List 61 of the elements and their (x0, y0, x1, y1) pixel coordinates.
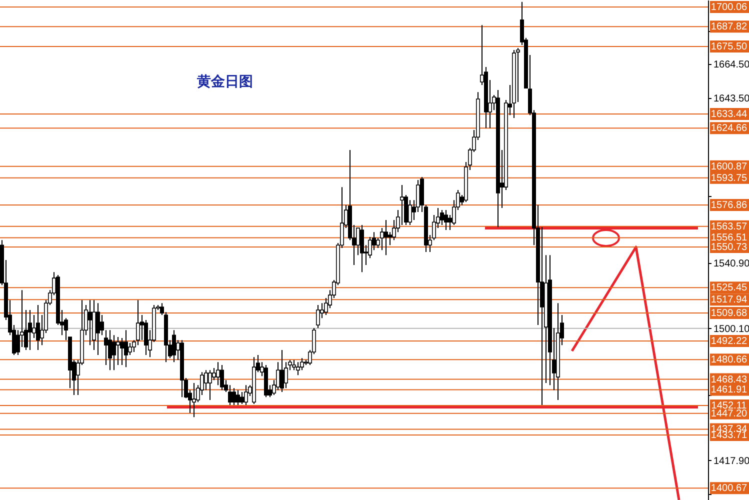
candlestick (444, 210, 448, 230)
candlestick (172, 330, 176, 363)
candlestick (316, 304, 320, 329)
candlestick (384, 220, 388, 256)
candlestick (116, 336, 120, 366)
candlestick (88, 300, 92, 346)
ref-line-label: 1509.68 (710, 308, 748, 319)
ref-line-label: 1576.86 (710, 200, 748, 211)
y-tick-label: 1643.50 (714, 93, 749, 104)
y-tick-label: 1500.10 (714, 324, 749, 335)
candlestick (208, 370, 212, 401)
candlestick (440, 210, 444, 226)
candlestick (128, 342, 132, 356)
y-tick-label: 1417.90 (714, 456, 749, 467)
ref-line-label: 1624.66 (710, 123, 748, 134)
y-tick-label: 1664.50 (714, 60, 749, 71)
ref-line-label: 1600.87 (710, 161, 748, 172)
ref-line-label: 1468.43 (710, 374, 748, 386)
candlestick (28, 310, 32, 351)
candlestick (360, 224, 364, 273)
text: 黄金日图 (196, 74, 253, 90)
ref-line-label: 1492.22 (710, 336, 748, 348)
candlestick (216, 362, 220, 386)
candlestick (300, 358, 304, 371)
ref-line-label: 1700.06 (710, 2, 748, 13)
ref-line-label: 1525.45 (710, 282, 748, 294)
ref-line-label: 1556.51 (710, 232, 748, 244)
candlestick (36, 304, 40, 351)
candlestick (276, 362, 280, 391)
candlestick (292, 360, 296, 371)
candlestick (220, 364, 224, 391)
candlestick (108, 330, 112, 371)
candlestick (232, 388, 236, 406)
candlestick (124, 330, 128, 368)
ref-line-label: 1461.91 (710, 384, 748, 396)
candlestick (280, 350, 284, 392)
ref-line-label: 1593.75 (710, 172, 748, 184)
y-tick-label: 1540.90 (714, 258, 749, 270)
ref-line-label: 1633.44 (710, 109, 748, 120)
candlestick (96, 302, 100, 356)
candlestick (408, 200, 412, 226)
ref-line-label: 1517.94 (710, 294, 748, 306)
candlestick (144, 319, 148, 356)
ref-line-label: 1447.20 (710, 408, 748, 420)
candlestick (236, 390, 240, 406)
candlestick (240, 391, 244, 405)
candlestick (400, 184, 404, 226)
candlestick (244, 384, 248, 406)
candlestick (204, 370, 208, 391)
ref-line-label: 1400.67 (710, 483, 748, 494)
candlestick (120, 337, 124, 366)
ref-line-label: 1480.66 (710, 354, 748, 366)
candlestick (112, 334, 116, 371)
candlestick (388, 232, 392, 246)
candlestick (192, 382, 196, 418)
candlestick (212, 368, 216, 381)
ref-line-label: 1550.73 (710, 242, 748, 253)
candlestick (296, 362, 300, 376)
ref-line-label: 1563.57 (710, 221, 748, 232)
ref-line-label: 1687.82 (710, 22, 748, 33)
ref-line-label: 1675.50 (710, 41, 748, 52)
